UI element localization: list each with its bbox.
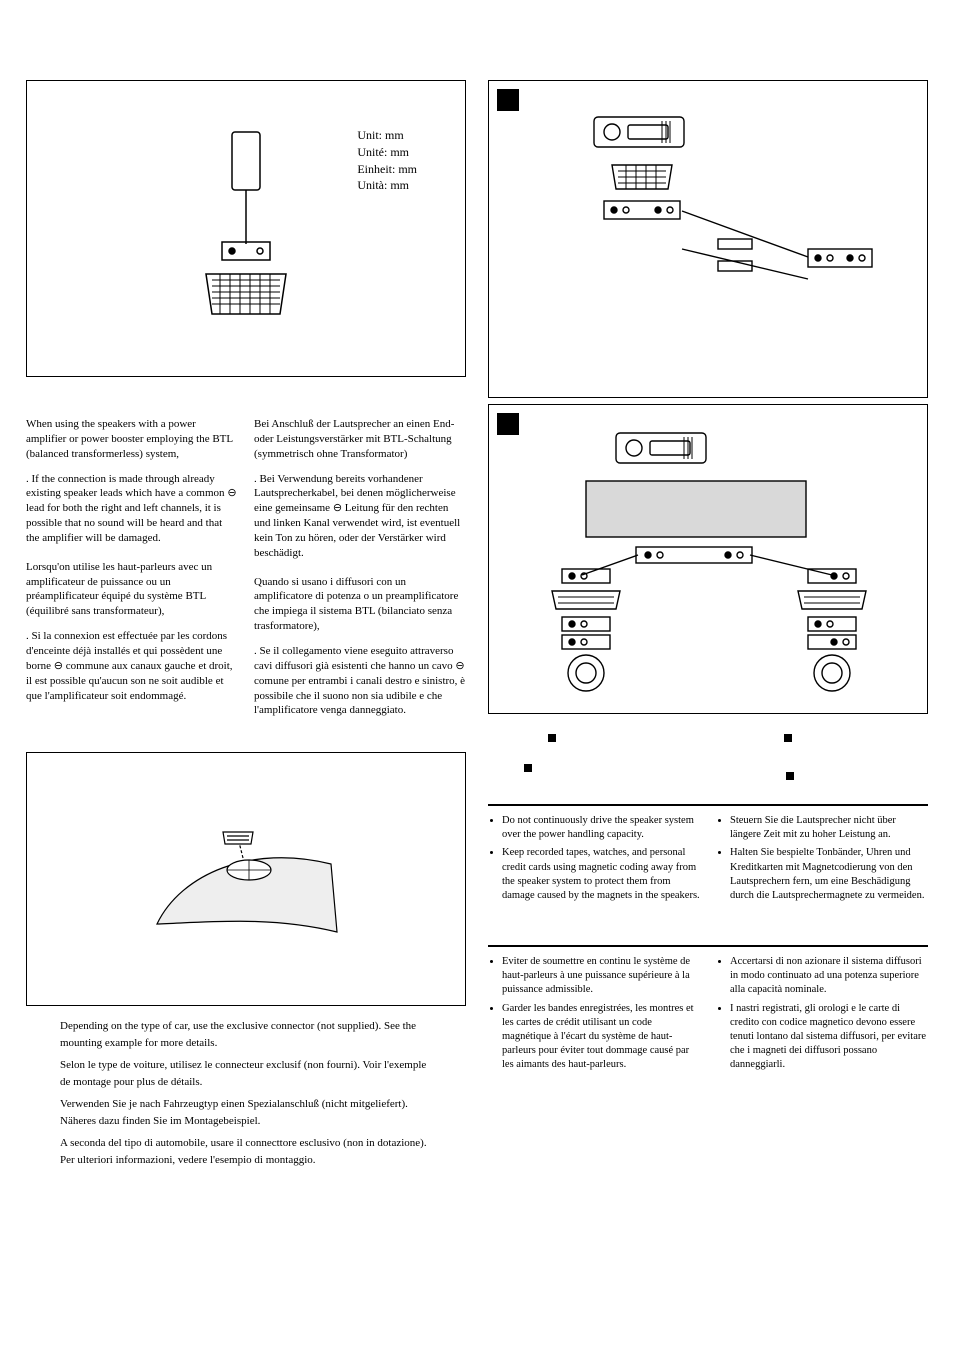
minus-icon: ⊖ xyxy=(455,660,464,672)
minus-icon: ⊖ xyxy=(333,502,342,514)
speaker-side-icon xyxy=(176,124,316,334)
mount-de: Verwenden Sie je nach Fahrzeugtyp einen … xyxy=(60,1096,432,1129)
btl-en-1: When using the speakers with a power amp… xyxy=(26,418,233,460)
minus-icon: ⊖ xyxy=(54,660,63,672)
dimensions-panel: Unit: mm Unité: mm Einheit: mm Unità: mm xyxy=(26,80,466,377)
marker-icon xyxy=(548,734,556,742)
bracket-assembly-icon xyxy=(508,99,908,379)
precaution-en-1: Do not continuously drive the speaker sy… xyxy=(502,814,700,842)
btl-it-2a: . Se il collegamento viene eseguito attr… xyxy=(254,645,455,672)
divider xyxy=(488,945,928,947)
mounting-panel xyxy=(26,752,466,1006)
precautions-de-list: Steuern Sie die Lautsprecher nicht über … xyxy=(716,814,928,907)
right-column: Do not continuously drive the speaker sy… xyxy=(488,80,928,1315)
btl-fr-1: Lorsqu'on utilise les haut-parleurs avec… xyxy=(26,561,212,618)
btl-col-1: When using the speakers with a power amp… xyxy=(26,417,238,728)
marker-icon xyxy=(524,764,532,772)
minus-icon: ⊖ xyxy=(227,487,236,499)
precautions-en-list: Do not continuously drive the speaker sy… xyxy=(488,814,700,907)
precaution-it-2: I nastri registrati, gli orologi e le ca… xyxy=(730,1002,928,1073)
precautions-en-de: Do not continuously drive the speaker sy… xyxy=(488,814,928,907)
speaker-dimension-diagram xyxy=(27,81,465,376)
mount-fr: Selon le type de voiture, utilisez le co… xyxy=(60,1057,432,1090)
mounting-text: Depending on the type of car, use the ex… xyxy=(26,1018,466,1190)
mount-en: Depending on the type of car, use the ex… xyxy=(60,1018,432,1051)
marker-icon xyxy=(786,772,794,780)
precaution-fr-2: Garder les bandes enregistrées, les mont… xyxy=(502,1002,700,1073)
precaution-de-2: Halten Sie bespielte Tonbänder, Uhren un… xyxy=(730,846,928,903)
assembly-diagram-b xyxy=(489,405,927,713)
precaution-en-2: Keep recorded tapes, watches, and person… xyxy=(502,846,700,903)
precautions-it-list: Accertarsi di non azionare il sistema di… xyxy=(716,955,928,1076)
btl-it-1: Quando si usano i diffusori con un ampli… xyxy=(254,576,458,633)
precautions-fr-it: Eviter de soumettre en continu le systèm… xyxy=(488,955,928,1076)
btl-col-2: Bei Anschluß der Lautsprecher an einen E… xyxy=(254,417,466,728)
divider xyxy=(488,804,928,806)
mount-it: A seconda del tipo di automobile, usare … xyxy=(60,1135,432,1168)
step-marker-icon xyxy=(497,89,519,111)
mounting-diagram xyxy=(27,753,465,1005)
dash-mount-icon xyxy=(131,804,361,954)
assembly-panel-a xyxy=(488,80,928,398)
precaution-fr-1: Eviter de soumettre en continu le systèm… xyxy=(502,955,700,998)
assembly-panel-b xyxy=(488,404,928,714)
marker-icon xyxy=(784,734,792,742)
btl-en-2a: . If the connection is made through alre… xyxy=(26,473,227,500)
assembly-diagram-a xyxy=(489,81,927,397)
reference-markers xyxy=(488,728,928,794)
btl-de-1: Bei Anschluß der Lautsprecher an einen E… xyxy=(254,418,454,460)
crossover-assembly-icon xyxy=(498,419,918,699)
btl-text-block: When using the speakers with a power amp… xyxy=(26,417,466,728)
btl-it-2b: comune per entrambi i canali destro e si… xyxy=(254,675,465,717)
precaution-it-1: Accertarsi di non azionare il sistema di… xyxy=(730,955,928,998)
step-marker-icon xyxy=(497,413,519,435)
precautions-fr-list: Eviter de soumettre en continu le systèm… xyxy=(488,955,700,1076)
left-column: Unit: mm Unité: mm Einheit: mm Unità: mm xyxy=(26,80,466,1315)
precaution-de-1: Steuern Sie die Lautsprecher nicht über … xyxy=(730,814,928,842)
btl-en-2b: lead for both the right and left channel… xyxy=(26,502,222,544)
